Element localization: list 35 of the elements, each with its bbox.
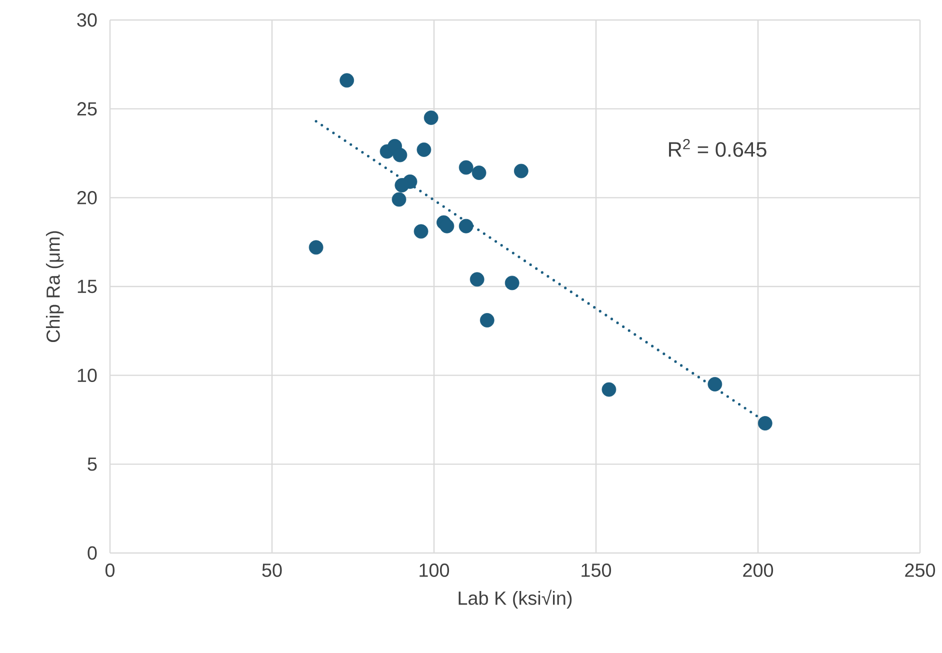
y-axis-title: Chip Ra (μm) <box>46 231 64 342</box>
y-tick-label: 20 <box>77 190 97 204</box>
y-tick-label: 5 <box>88 458 97 471</box>
point <box>340 73 354 88</box>
x-axis-title: Lab K (ksi√in) <box>458 590 572 609</box>
point <box>416 142 432 157</box>
point <box>308 240 324 255</box>
y-tick-label: 25 <box>77 102 97 116</box>
point <box>504 276 520 290</box>
point <box>602 382 616 397</box>
point <box>758 416 772 430</box>
x-tick-label: 250 <box>905 564 936 577</box>
point <box>472 166 486 180</box>
point <box>480 313 494 328</box>
y-tick-label: 10 <box>78 368 97 382</box>
y-tick-label: 15 <box>78 280 97 294</box>
y-tick-label: 30 <box>77 13 97 27</box>
point <box>392 148 408 162</box>
x-tick-label: 150 <box>582 564 612 577</box>
x-tick-label: 0 <box>105 564 115 577</box>
point <box>392 192 406 207</box>
x-tick-label: 100 <box>420 564 450 577</box>
point <box>514 164 528 178</box>
y-tick-label: 0 <box>88 546 97 560</box>
point <box>458 218 474 234</box>
point <box>708 377 722 392</box>
point <box>394 178 410 192</box>
point <box>414 224 428 239</box>
point <box>440 218 454 234</box>
x-tick-label: 50 <box>262 564 282 577</box>
x-tick-label: 200 <box>743 564 774 577</box>
point <box>470 272 484 287</box>
point <box>424 110 438 125</box>
point <box>458 160 474 175</box>
annotation: R$^{2}$ = 0.645 <box>669 138 766 157</box>
